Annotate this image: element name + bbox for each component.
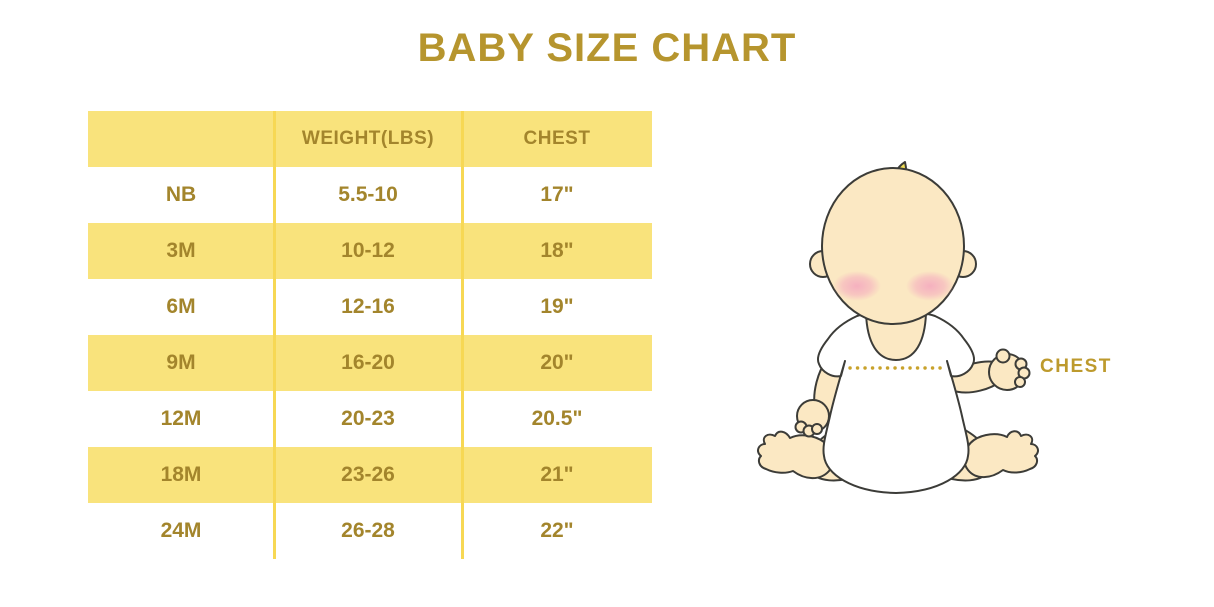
page-title: BABY SIZE CHART bbox=[417, 26, 797, 70]
baby-right-cheek bbox=[906, 271, 954, 301]
size-cell: 24M bbox=[160, 519, 202, 542]
table-row: 6M 12-16 19" bbox=[88, 279, 652, 335]
weight-cell: 23-26 bbox=[341, 463, 395, 486]
table-row: 12M 20-23 20.5" bbox=[88, 391, 652, 447]
chest-cell: 17" bbox=[540, 183, 574, 206]
table-row: 18M 23-26 21" bbox=[88, 447, 652, 503]
chest-cell: 21" bbox=[540, 463, 574, 486]
weight-column-header: WEIGHT(LBS) bbox=[301, 128, 435, 149]
table-row: NB 5.5-10 17" bbox=[88, 167, 652, 223]
baby-drawing bbox=[757, 161, 1039, 494]
table-row: 24M 26-28 22" bbox=[88, 503, 652, 559]
chest-label: CHEST bbox=[1040, 356, 1112, 377]
chest-cell: 20" bbox=[540, 351, 574, 374]
chest-cell: 18" bbox=[540, 239, 574, 262]
weight-cell: 20-23 bbox=[341, 407, 395, 430]
table-header-row: WEIGHT(LBS) CHEST bbox=[88, 111, 652, 167]
baby-illustration: CHEST bbox=[740, 150, 1140, 530]
table-row: 9M 16-20 20" bbox=[88, 335, 652, 391]
chest-cell: 19" bbox=[540, 295, 574, 318]
chest-cell: 22" bbox=[540, 519, 574, 542]
size-cell: 12M bbox=[160, 407, 202, 430]
baby-head bbox=[821, 167, 965, 325]
weight-cell: 10-12 bbox=[341, 239, 395, 262]
weight-cell: 5.5-10 bbox=[338, 183, 398, 206]
size-cell: 18M bbox=[160, 463, 202, 486]
size-cell: 9M bbox=[166, 351, 196, 374]
weight-cell: 16-20 bbox=[341, 351, 395, 374]
baby-onesie bbox=[817, 310, 975, 494]
chest-column-header: CHEST bbox=[523, 128, 591, 149]
size-column-header bbox=[88, 111, 274, 167]
size-cell: 6M bbox=[166, 295, 196, 318]
weight-cell: 12-16 bbox=[341, 295, 395, 318]
baby-left-cheek bbox=[833, 271, 881, 301]
chest-cell: 20.5" bbox=[531, 407, 583, 430]
size-table: WEIGHT(LBS) CHEST NB 5.5-10 17" 3M 10-12 18" 6… bbox=[88, 111, 652, 559]
weight-cell: 26-28 bbox=[341, 519, 395, 542]
size-cell: 3M bbox=[166, 239, 196, 262]
column-divider bbox=[461, 111, 464, 559]
size-cell: NB bbox=[165, 183, 197, 206]
table-row: 3M 10-12 18" bbox=[88, 223, 652, 279]
column-divider bbox=[273, 111, 276, 559]
